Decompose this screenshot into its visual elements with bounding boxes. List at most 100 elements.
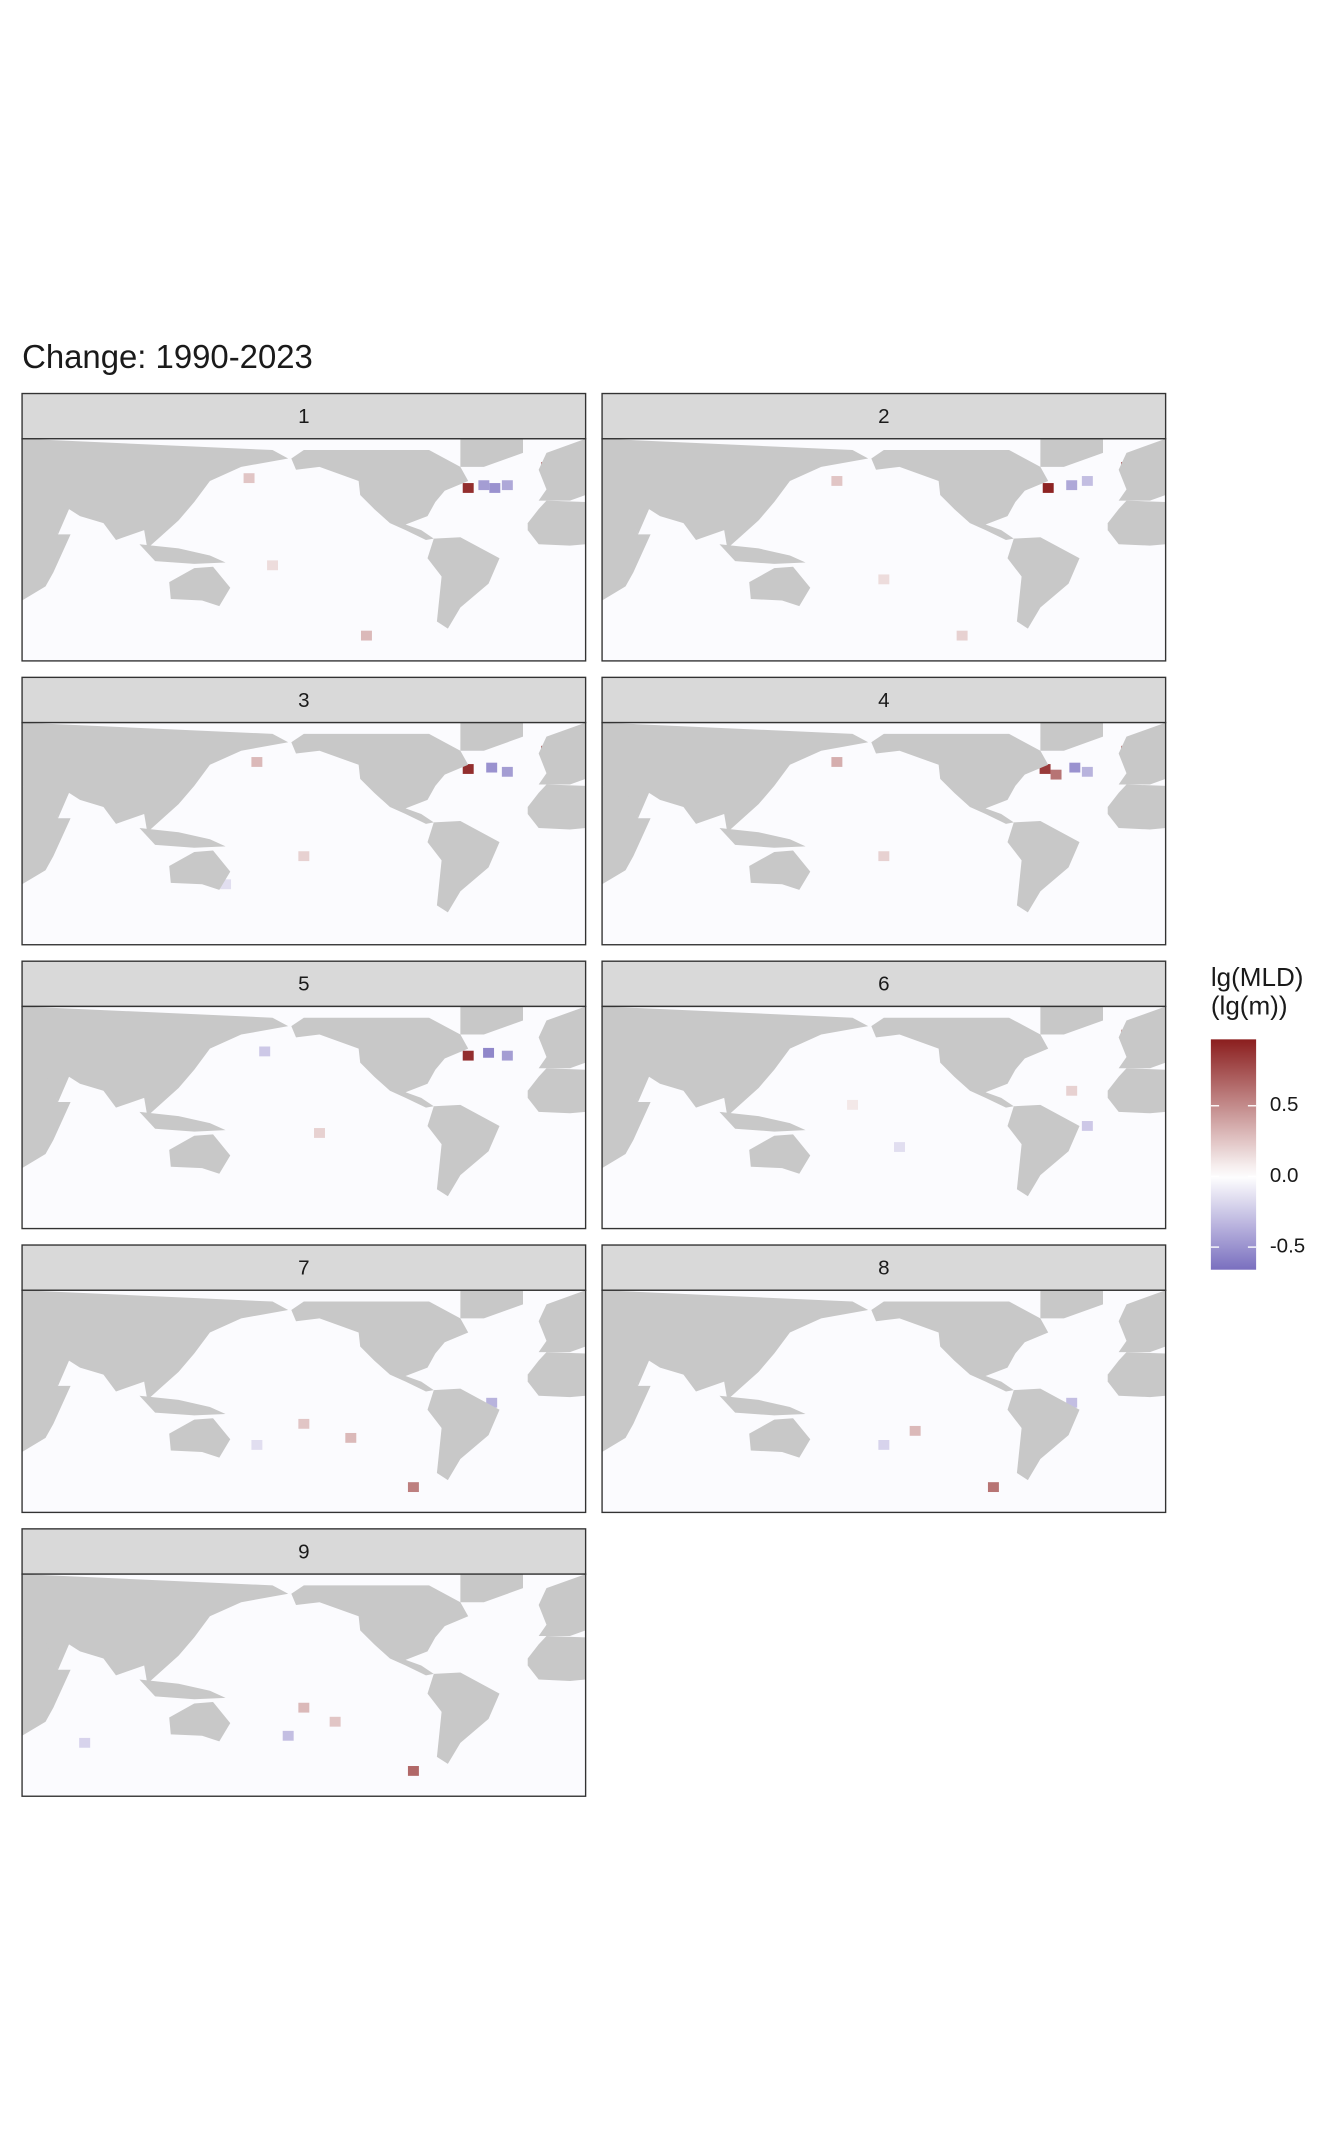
- land: [1118, 438, 1166, 501]
- colorbar-label: 0.5: [1270, 1093, 1299, 1116]
- legend-title: (lg(m)): [1211, 991, 1288, 1021]
- land: [139, 1395, 226, 1416]
- strip: [601, 676, 1167, 724]
- cell: [462, 764, 474, 774]
- cell: [462, 483, 474, 493]
- panel-border: [21, 721, 587, 946]
- cell: [847, 1099, 859, 1110]
- panel-border: [601, 1005, 1167, 1230]
- land: [1107, 1352, 1166, 1398]
- land: [169, 850, 231, 890]
- cell: [1066, 1397, 1078, 1408]
- land: [602, 1290, 869, 1400]
- land: [871, 733, 1049, 824]
- land: [427, 1672, 500, 1764]
- land: [1107, 1068, 1166, 1114]
- cell: [478, 480, 490, 491]
- facet-label: 3: [298, 689, 309, 712]
- cell: [486, 1397, 498, 1408]
- land: [22, 502, 71, 601]
- colorbar-label: -0.5: [1270, 1235, 1305, 1258]
- cell: [251, 1440, 263, 1450]
- cell: [987, 1482, 999, 1493]
- cell: [831, 476, 843, 486]
- cell: [878, 1440, 890, 1450]
- land: [22, 1637, 71, 1736]
- panel-border: [601, 721, 1167, 946]
- facet-label: 5: [298, 973, 309, 996]
- land: [169, 566, 231, 607]
- cell: [489, 483, 501, 493]
- panel-border: [21, 438, 587, 662]
- land: [291, 733, 469, 824]
- map: [22, 722, 586, 945]
- facet-label: 8: [878, 1256, 889, 1279]
- map: [22, 1574, 586, 1797]
- panel-border: [21, 1005, 587, 1230]
- panel-border: [601, 1289, 1167, 1514]
- facet-label: 1: [298, 405, 309, 428]
- map: [602, 722, 1166, 945]
- land: [169, 1418, 231, 1458]
- cell: [298, 1702, 310, 1713]
- cell: [1050, 769, 1062, 780]
- land: [1118, 1006, 1166, 1069]
- land: [22, 1290, 289, 1400]
- cell: [298, 1418, 310, 1429]
- map: [602, 1290, 1166, 1513]
- strip: [21, 676, 587, 724]
- land: [538, 1006, 586, 1069]
- cell: [831, 757, 843, 767]
- land: [139, 1679, 226, 1700]
- land: [719, 544, 806, 564]
- cell: [909, 1425, 921, 1436]
- cell: [259, 1046, 271, 1057]
- land: [749, 1418, 811, 1458]
- land: [22, 722, 289, 833]
- cell: [243, 473, 255, 484]
- strip: [601, 1244, 1167, 1291]
- cell: [267, 560, 279, 571]
- cell: [894, 1142, 905, 1152]
- land: [602, 1069, 651, 1169]
- land: [1118, 1290, 1166, 1353]
- panel-border: [21, 1573, 587, 1797]
- land: [602, 722, 869, 833]
- cell: [282, 1730, 294, 1741]
- land: [1040, 722, 1104, 751]
- cell: [1042, 483, 1054, 493]
- land: [1007, 821, 1080, 913]
- legend-title: lg(MLD): [1211, 962, 1304, 992]
- cell: [1081, 766, 1093, 777]
- land: [538, 438, 586, 501]
- land: [22, 1006, 289, 1117]
- land: [538, 1290, 586, 1353]
- chart-title: Change: 1990-2023: [22, 338, 313, 375]
- panel-border: [601, 438, 1167, 662]
- land: [527, 1068, 586, 1114]
- land: [427, 537, 500, 629]
- cell: [360, 630, 372, 641]
- land: [460, 1290, 523, 1319]
- map: [22, 438, 586, 661]
- land: [602, 1353, 651, 1452]
- land: [1107, 500, 1166, 546]
- land: [871, 1017, 1049, 1108]
- cell: [486, 762, 498, 773]
- land: [139, 1111, 226, 1132]
- land: [291, 1017, 469, 1108]
- land: [1040, 1290, 1104, 1319]
- cell: [878, 574, 890, 585]
- facet-label: 4: [878, 689, 889, 712]
- land: [1118, 722, 1166, 785]
- land: [602, 1006, 869, 1117]
- land: [460, 1006, 523, 1035]
- land: [719, 828, 806, 848]
- land: [291, 450, 469, 540]
- land: [460, 1574, 523, 1603]
- facet-label: 9: [298, 1540, 309, 1563]
- cell: [878, 851, 890, 862]
- land: [527, 1352, 586, 1398]
- land: [527, 784, 586, 830]
